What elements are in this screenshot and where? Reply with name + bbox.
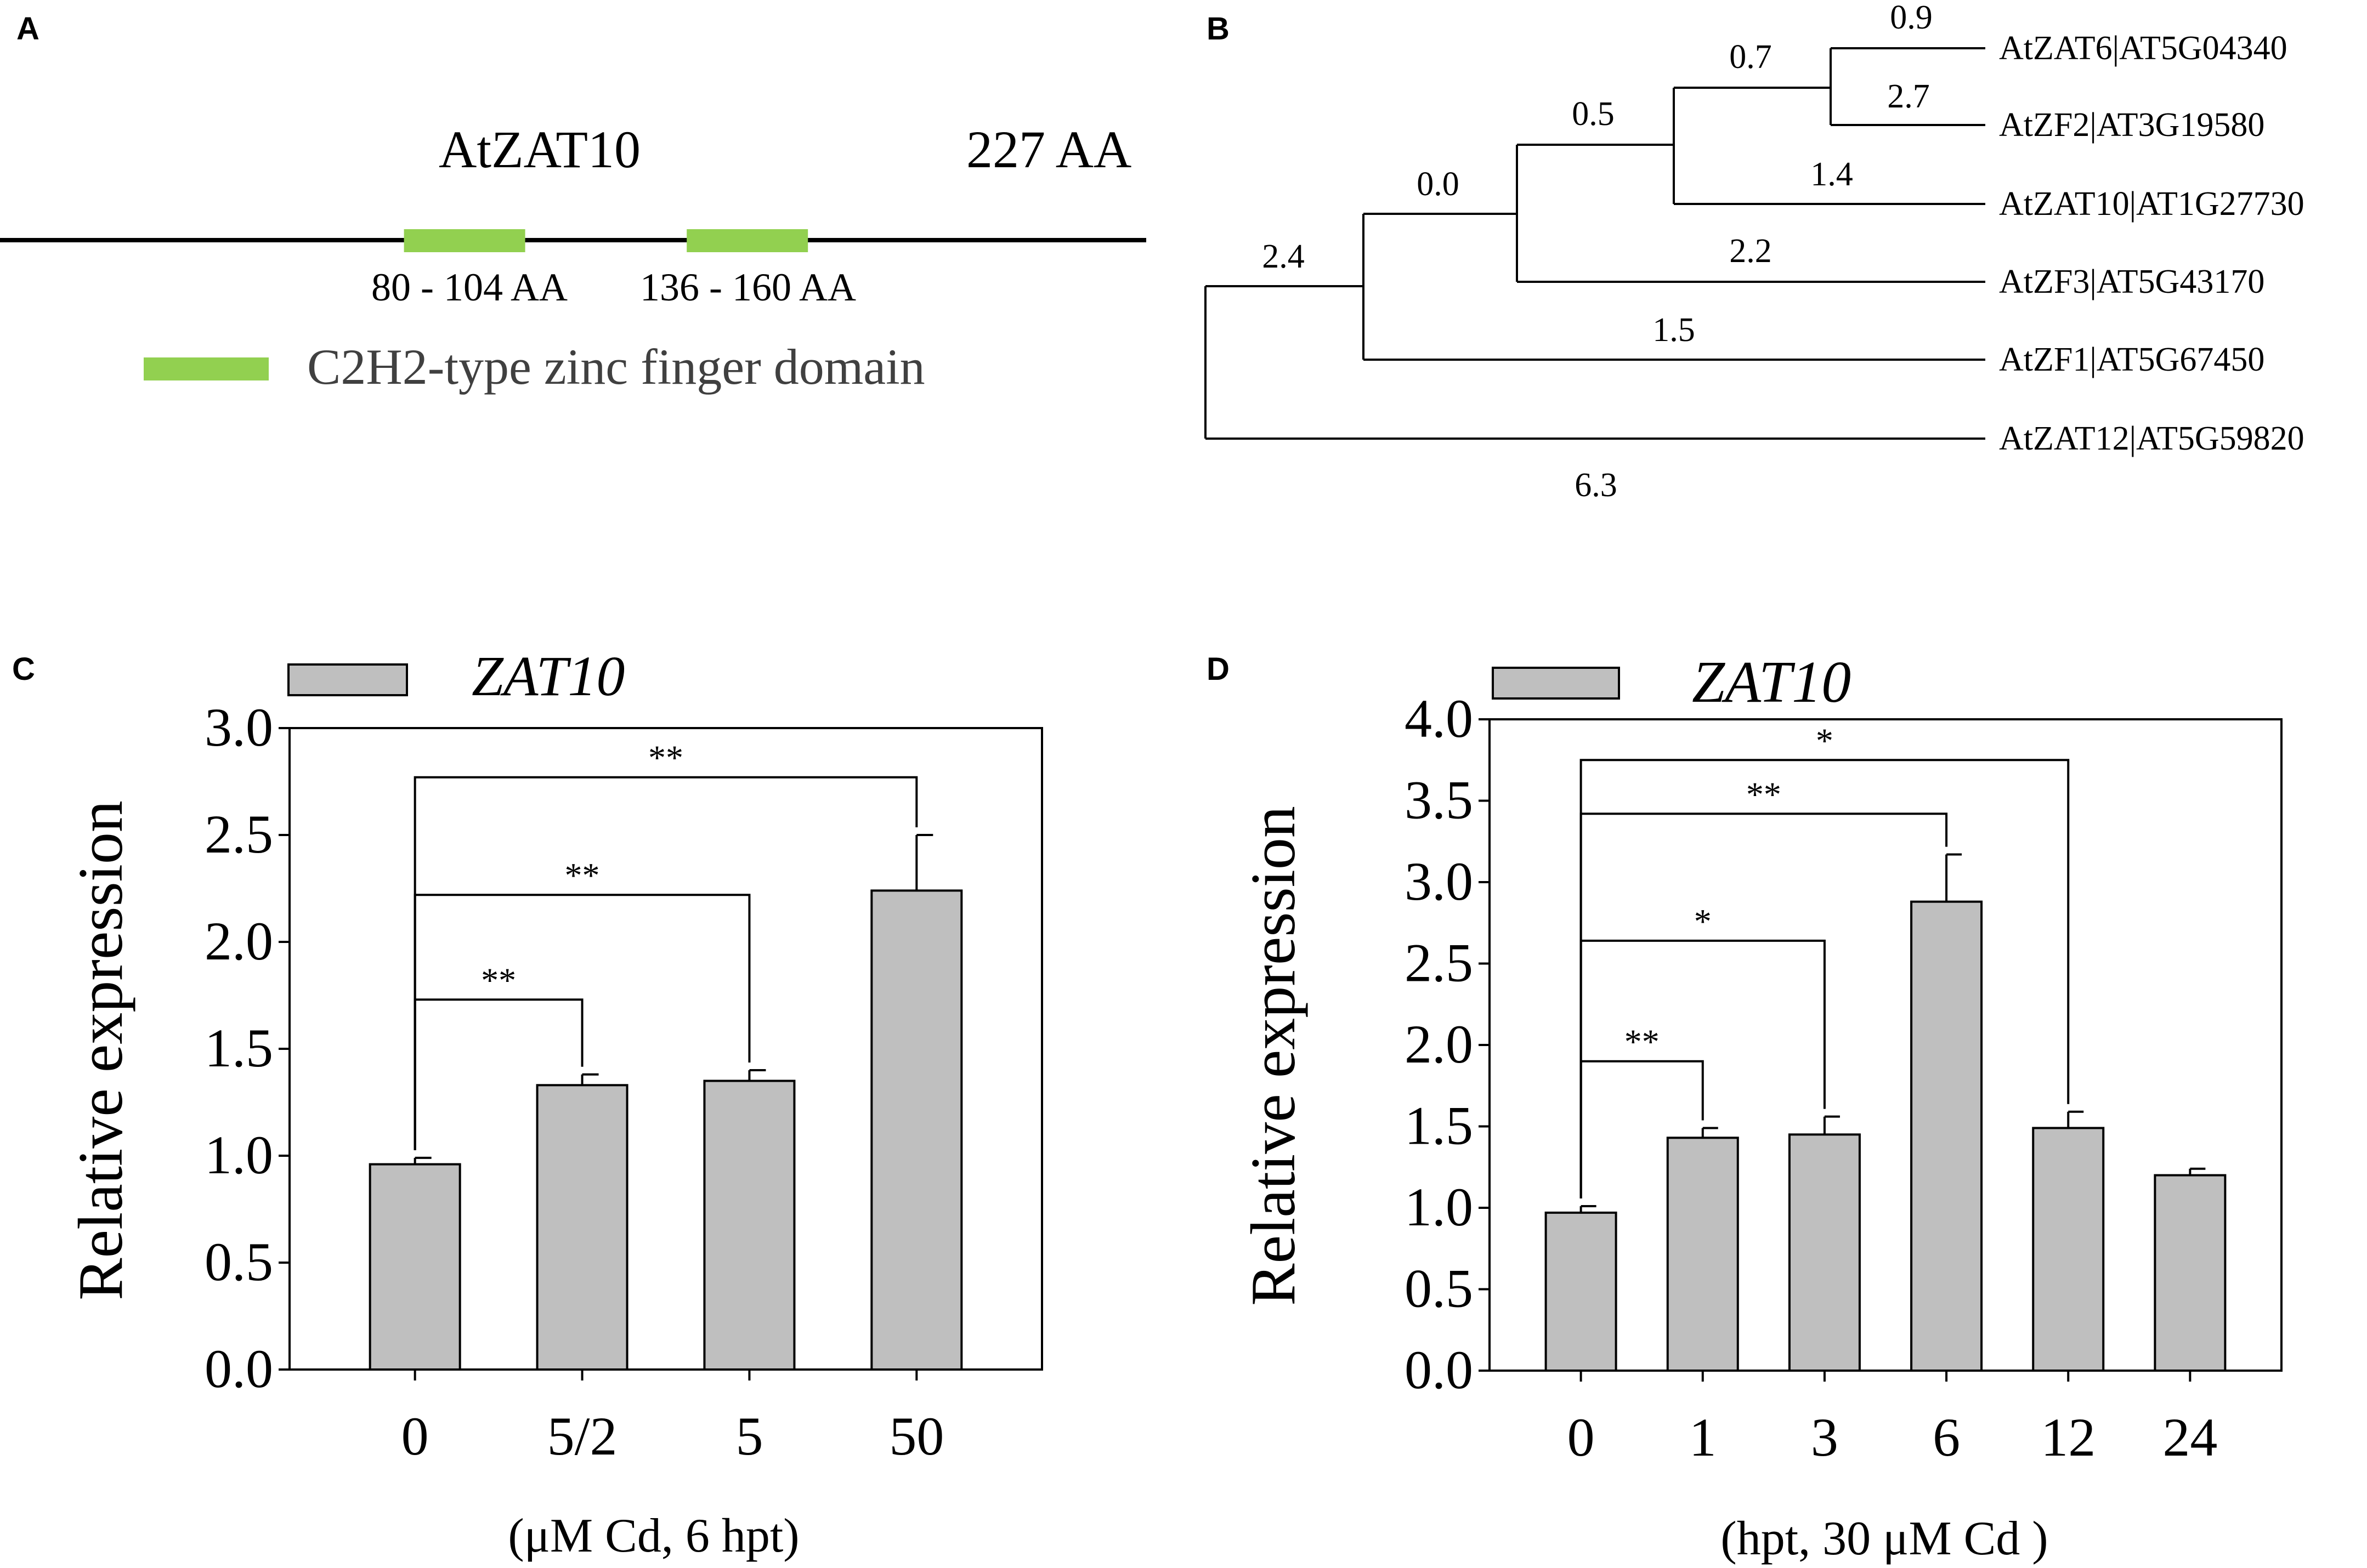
domain-2-range: 136 - 160 AA bbox=[640, 265, 856, 309]
y-axis-label-d: Relative expression bbox=[1238, 806, 1309, 1306]
x-axis-label-d: (hpt, 30 μM Cd ) bbox=[1720, 1512, 2048, 1565]
branch-value: 0.7 bbox=[1729, 38, 1772, 76]
chart-c-y-tick-label: 2.0 bbox=[205, 911, 273, 972]
chart-d-bar bbox=[1910, 900, 1983, 1372]
legend-label-c: ZAT10 bbox=[472, 645, 625, 708]
chart-c-significance-label: ** bbox=[648, 738, 683, 777]
chart-d-significance-label: * bbox=[1816, 721, 1833, 760]
branch-value: 2.2 bbox=[1729, 232, 1772, 270]
panel-a: A AtZAT10 227 AA 80 - 104 AA 136 - 160 A… bbox=[0, 11, 1146, 395]
panel-a-letter: A bbox=[16, 11, 39, 47]
tree-leaf-label: AtZF1|AT5G67450 bbox=[1999, 341, 2264, 378]
chart-d-significance-bracket bbox=[1579, 759, 2070, 1199]
branch-value: 1.4 bbox=[1810, 156, 1853, 193]
chart-c-bar bbox=[536, 1084, 628, 1371]
zinc-finger-domain-1 bbox=[404, 229, 525, 252]
chart-d-y-tick-label: 2.5 bbox=[1405, 933, 1473, 993]
legend-swatch-domain bbox=[144, 357, 269, 380]
panel-c: C ZAT10 Relative expression (μM Cd, 6 hp… bbox=[12, 645, 1043, 1563]
legend-domain-label: C2H2-type zinc finger domain bbox=[307, 339, 925, 395]
tree-leaf-label: AtZAT6|AT5G04340 bbox=[1999, 30, 2287, 67]
chart-d-y-tick-label: 1.5 bbox=[1405, 1095, 1473, 1156]
chart-c-x-tick-label: 5 bbox=[735, 1406, 763, 1467]
chart-c-significance-label: ** bbox=[481, 961, 516, 999]
chart-c-y-tick-label: 0.0 bbox=[205, 1338, 273, 1399]
chart-c-bar bbox=[870, 889, 963, 1371]
branch-value: 1.5 bbox=[1652, 311, 1695, 349]
chart-d-plot: 0.00.51.01.52.02.53.03.54.00 1 3 6 12 24*****… bbox=[1405, 688, 2283, 1468]
legend-label-d: ZAT10 bbox=[1692, 650, 1851, 715]
domain-1-range: 80 - 104 AA bbox=[371, 265, 568, 309]
tree-leaf-label: AtZF3|AT5G43170 bbox=[1999, 263, 2264, 300]
chart-c-y-tick-label: 0.5 bbox=[205, 1231, 273, 1292]
chart-c-y-tick-label: 1.0 bbox=[205, 1124, 273, 1185]
chart-d-significance-label: ** bbox=[1624, 1022, 1660, 1061]
chart-c-y-tick-label: 2.5 bbox=[205, 804, 273, 865]
panel-d: D ZAT10 Relative expression (hpt, 30 μM … bbox=[1207, 650, 2283, 1565]
chart-c-significance-bracket bbox=[414, 776, 918, 1150]
panel-b-letter: B bbox=[1207, 11, 1230, 47]
tree-leaf-label: AtZF2|AT3G19580 bbox=[1999, 106, 2264, 144]
tree-root bbox=[1204, 285, 1985, 440]
panel-d-letter: D bbox=[1207, 651, 1230, 687]
chart-d-bar bbox=[2032, 1127, 2105, 1372]
chart-d-y-tick-label: 3.0 bbox=[1405, 851, 1473, 912]
branch-value: 0.0 bbox=[1417, 166, 1459, 203]
chart-d-bar bbox=[2154, 1174, 2227, 1372]
protein-name: AtZAT10 bbox=[439, 120, 641, 179]
x-axis-label-c: (μM Cd, 6 hpt) bbox=[508, 1509, 799, 1563]
chart-d-y-tick-label: 2.0 bbox=[1405, 1014, 1473, 1075]
branch-value: 6.3 bbox=[1575, 467, 1617, 504]
chart-d-bar bbox=[1788, 1133, 1861, 1372]
panel-b: B 0.9 0.7 2.7 0.5 1.4 0.0 2.2 2.4 1.5 6.… bbox=[1204, 0, 2304, 504]
branch-value: 2.4 bbox=[1262, 238, 1305, 275]
chart-c-bar bbox=[703, 1080, 796, 1371]
chart-d-significance-label: * bbox=[1694, 902, 1712, 941]
zinc-finger-domain-2 bbox=[687, 229, 808, 252]
chart-c-plot: 0.0 0.5 1.0 1.5 2.0 2.5 3.0 0 5/2 5 50 ** ** ** bbox=[205, 697, 1043, 1467]
chart-d-bar bbox=[1544, 1211, 1617, 1372]
chart-d-x-tick-label: 0 bbox=[1567, 1407, 1595, 1468]
chart-d-x-tick-label: 12 bbox=[2041, 1407, 2096, 1468]
chart-c-x-tick-label: 5/2 bbox=[547, 1406, 618, 1467]
chart-d-x-tick-label: 6 bbox=[1933, 1407, 1960, 1468]
branch-value: 0.5 bbox=[1572, 95, 1615, 133]
panel-c-letter: C bbox=[12, 651, 35, 687]
chart-d-y-tick-label: 0.5 bbox=[1405, 1258, 1473, 1319]
y-axis-label-c: Relative expression bbox=[66, 800, 136, 1300]
chart-c-y-tick-label: 1.5 bbox=[205, 1018, 273, 1078]
legend-swatch-d bbox=[1492, 667, 1620, 700]
legend-swatch-c bbox=[287, 663, 408, 696]
chart-d-y-tick-label: 3.5 bbox=[1405, 770, 1473, 831]
chart-d-y-tick-label: 4.0 bbox=[1405, 688, 1473, 749]
chart-d-x-tick-label: 3 bbox=[1811, 1407, 1838, 1468]
branch-value: 2.7 bbox=[1887, 78, 1930, 115]
chart-c-x-tick-label: 0 bbox=[401, 1406, 429, 1467]
chart-d-significance-label: ** bbox=[1746, 775, 1781, 814]
chart-d-bar bbox=[1666, 1137, 1739, 1372]
chart-d-x-tick-label: 1 bbox=[1689, 1407, 1717, 1468]
chart-c-significance-label: ** bbox=[565, 856, 600, 895]
chart-d-y-tick-label: 0.0 bbox=[1405, 1339, 1473, 1400]
chart-c-y-tick-label: 3.0 bbox=[205, 697, 273, 758]
tree-leaf-label: AtZAT12|AT5G59820 bbox=[1999, 420, 2304, 457]
protein-length: 227 AA bbox=[966, 120, 1131, 179]
chart-d-x-tick-label: 24 bbox=[2162, 1407, 2217, 1468]
branch-value: 0.9 bbox=[1890, 0, 1933, 36]
chart-c-bar bbox=[369, 1163, 461, 1371]
tree-leaf-label: AtZAT10|AT1G27730 bbox=[1999, 185, 2304, 223]
chart-d-y-tick-label: 1.0 bbox=[1405, 1177, 1473, 1237]
chart-c-x-tick-label: 50 bbox=[889, 1406, 944, 1467]
chart-d-significance-bracket bbox=[1579, 813, 1948, 1199]
